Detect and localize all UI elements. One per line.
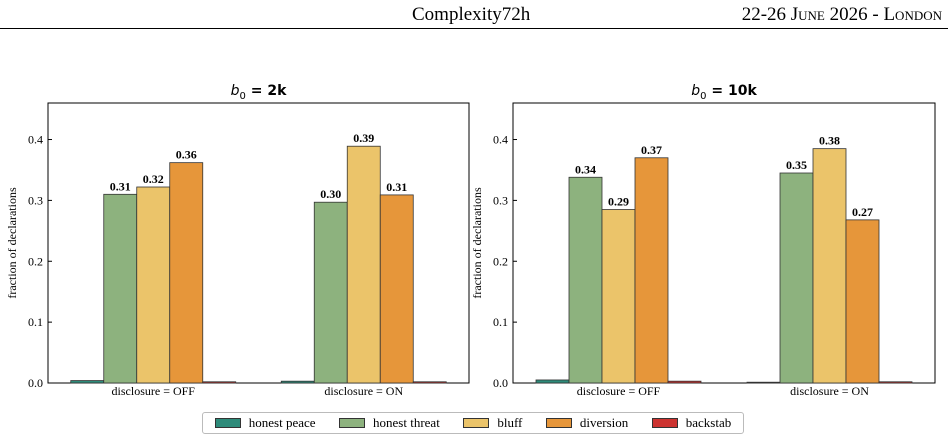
- venue-name: Complexity72h: [412, 4, 531, 25]
- legend-label: diversion: [579, 415, 629, 430]
- legend-label: honest peace: [248, 415, 316, 430]
- bar-honest-threat: [568, 176, 603, 384]
- bar-value-label: 0.39: [353, 131, 374, 145]
- bar-value-label: 0.32: [143, 172, 164, 186]
- x-category-label: disclosure = OFF: [112, 384, 196, 398]
- legend-swatch: [214, 418, 241, 428]
- x-category-label: disclosure = OFF: [577, 384, 661, 398]
- bar-value-label: 0.31: [386, 180, 407, 194]
- bar-value-label: 0.35: [786, 158, 807, 172]
- legend-label: honest threat: [373, 415, 440, 430]
- legend-swatch: [545, 418, 572, 428]
- legend-item-backstab: backstab: [651, 415, 732, 431]
- bar-honest-peace: [535, 379, 570, 384]
- bar-honest-peace: [746, 381, 781, 384]
- y-tick-label: 0.1: [28, 315, 43, 329]
- bar-bluff: [812, 148, 847, 384]
- bar-honest-peace: [280, 380, 315, 384]
- plot-frame: [512, 102, 936, 384]
- legend-item-honest-peace: honest peace: [214, 415, 316, 431]
- bar-value-label: 0.34: [575, 162, 596, 176]
- bar-diversion: [845, 219, 880, 384]
- y-tick-label: 0.0: [493, 376, 508, 390]
- bar-value-label: 0.29: [608, 195, 629, 209]
- header-rule: [0, 28, 948, 29]
- bar-bluff: [601, 209, 636, 384]
- bar-diversion: [379, 194, 414, 384]
- legend-swatch: [463, 418, 490, 428]
- conference-dates: 22-26 June 2026 - London: [741, 4, 942, 25]
- y-tick-label: 0.2: [28, 254, 43, 268]
- bar-backstab: [878, 381, 913, 384]
- legend-label: bluff: [497, 415, 523, 430]
- bar-diversion: [169, 162, 204, 384]
- legend-swatch: [651, 418, 678, 428]
- chart-title: b0 = 10k: [691, 83, 757, 102]
- bar-honest-threat: [779, 172, 814, 384]
- bar-value-label: 0.37: [641, 143, 662, 157]
- y-tick-label: 0.3: [28, 193, 43, 207]
- bar-backstab: [202, 381, 237, 384]
- page-header: Complexity72h 22-26 June 2026 - London: [0, 0, 948, 29]
- y-tick-label: 0.0: [28, 376, 43, 390]
- bar-value-label: 0.31: [110, 179, 131, 193]
- y-axis-label: fraction of declarations: [470, 187, 484, 299]
- bar-bluff: [346, 145, 381, 384]
- y-tick-label: 0.4: [28, 133, 43, 147]
- bar-honest-threat: [103, 193, 138, 384]
- bar-backstab: [412, 381, 447, 384]
- legend-item-diversion: diversion: [545, 415, 629, 431]
- bar-bluff: [136, 186, 171, 384]
- bar-value-label: 0.30: [320, 187, 341, 201]
- y-tick-label: 0.2: [493, 254, 508, 268]
- bar-backstab: [667, 380, 702, 384]
- x-category-label: disclosure = ON: [790, 384, 869, 398]
- chart-title: b0 = 2k: [231, 83, 287, 102]
- bar-value-label: 0.38: [819, 134, 840, 148]
- x-category-label: disclosure = ON: [324, 384, 403, 398]
- chart-panel-1: 0.0 0.1 0.2 0.3 0.4 fraction of declarations b…: [5, 83, 470, 398]
- bar-value-label: 0.27: [852, 205, 873, 219]
- y-tick-label: 0.3: [493, 193, 508, 207]
- y-tick-label: 0.4: [493, 133, 508, 147]
- y-axis-label: fraction of declarations: [5, 187, 19, 299]
- bar-value-label: 0.36: [176, 148, 197, 162]
- bar-honest-peace: [70, 380, 105, 384]
- plot-frame: [47, 102, 470, 384]
- legend-item-honest-threat: honest threat: [339, 415, 440, 431]
- chart-legend: honest peace honest threat bluff diversion b…: [202, 412, 744, 434]
- legend-swatch: [339, 418, 366, 428]
- y-tick-label: 0.1: [493, 315, 508, 329]
- bar-honest-threat: [313, 201, 348, 384]
- legend-item-bluff: bluff: [463, 415, 522, 431]
- bar-diversion: [634, 157, 669, 384]
- legend-label: backstab: [685, 415, 732, 430]
- chart-panel-2: 0.0 0.1 0.2 0.3 0.4 fraction of declarations b…: [470, 83, 936, 398]
